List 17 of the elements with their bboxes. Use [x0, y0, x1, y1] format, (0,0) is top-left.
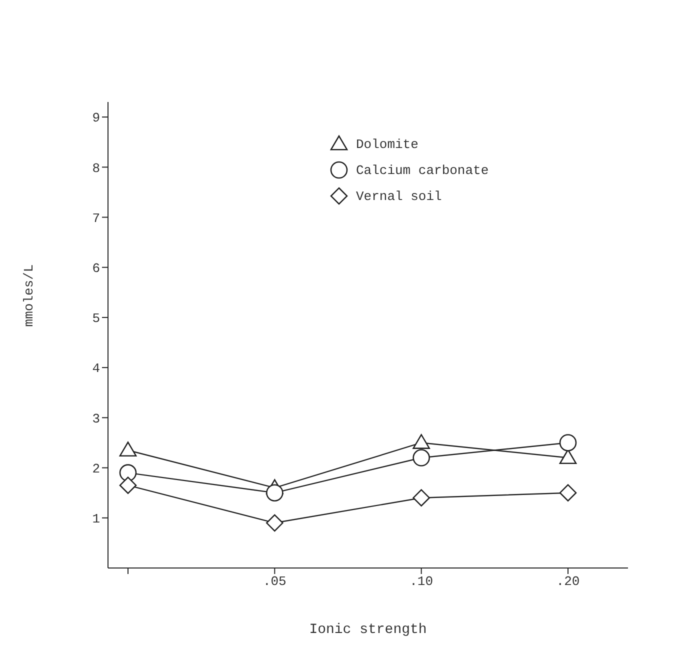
x-tick-label: .20 — [556, 574, 580, 590]
y-tick-label: 4 — [92, 361, 100, 376]
y-tick-label: 8 — [92, 160, 100, 176]
y-tick-label: 5 — [92, 311, 100, 326]
y-tick-label: 3 — [92, 411, 100, 426]
y-tick-label: 1 — [92, 512, 100, 527]
y-tick-label: 2 — [92, 461, 100, 476]
legend-label: Dolomite — [356, 136, 418, 152]
legend-label: Vernal soil — [356, 188, 442, 204]
y-tick-label: 6 — [92, 260, 100, 276]
x-tick-label: .10 — [410, 574, 434, 590]
x-axis-title: Ionic strength — [309, 622, 427, 638]
y-axis-title: mmoles/L — [22, 264, 37, 327]
y-tick-label: 7 — [92, 210, 100, 226]
y-tick-label: 9 — [92, 110, 100, 126]
legend-label: Calcium carbonate — [356, 162, 489, 178]
x-tick-label: .05 — [262, 574, 286, 590]
